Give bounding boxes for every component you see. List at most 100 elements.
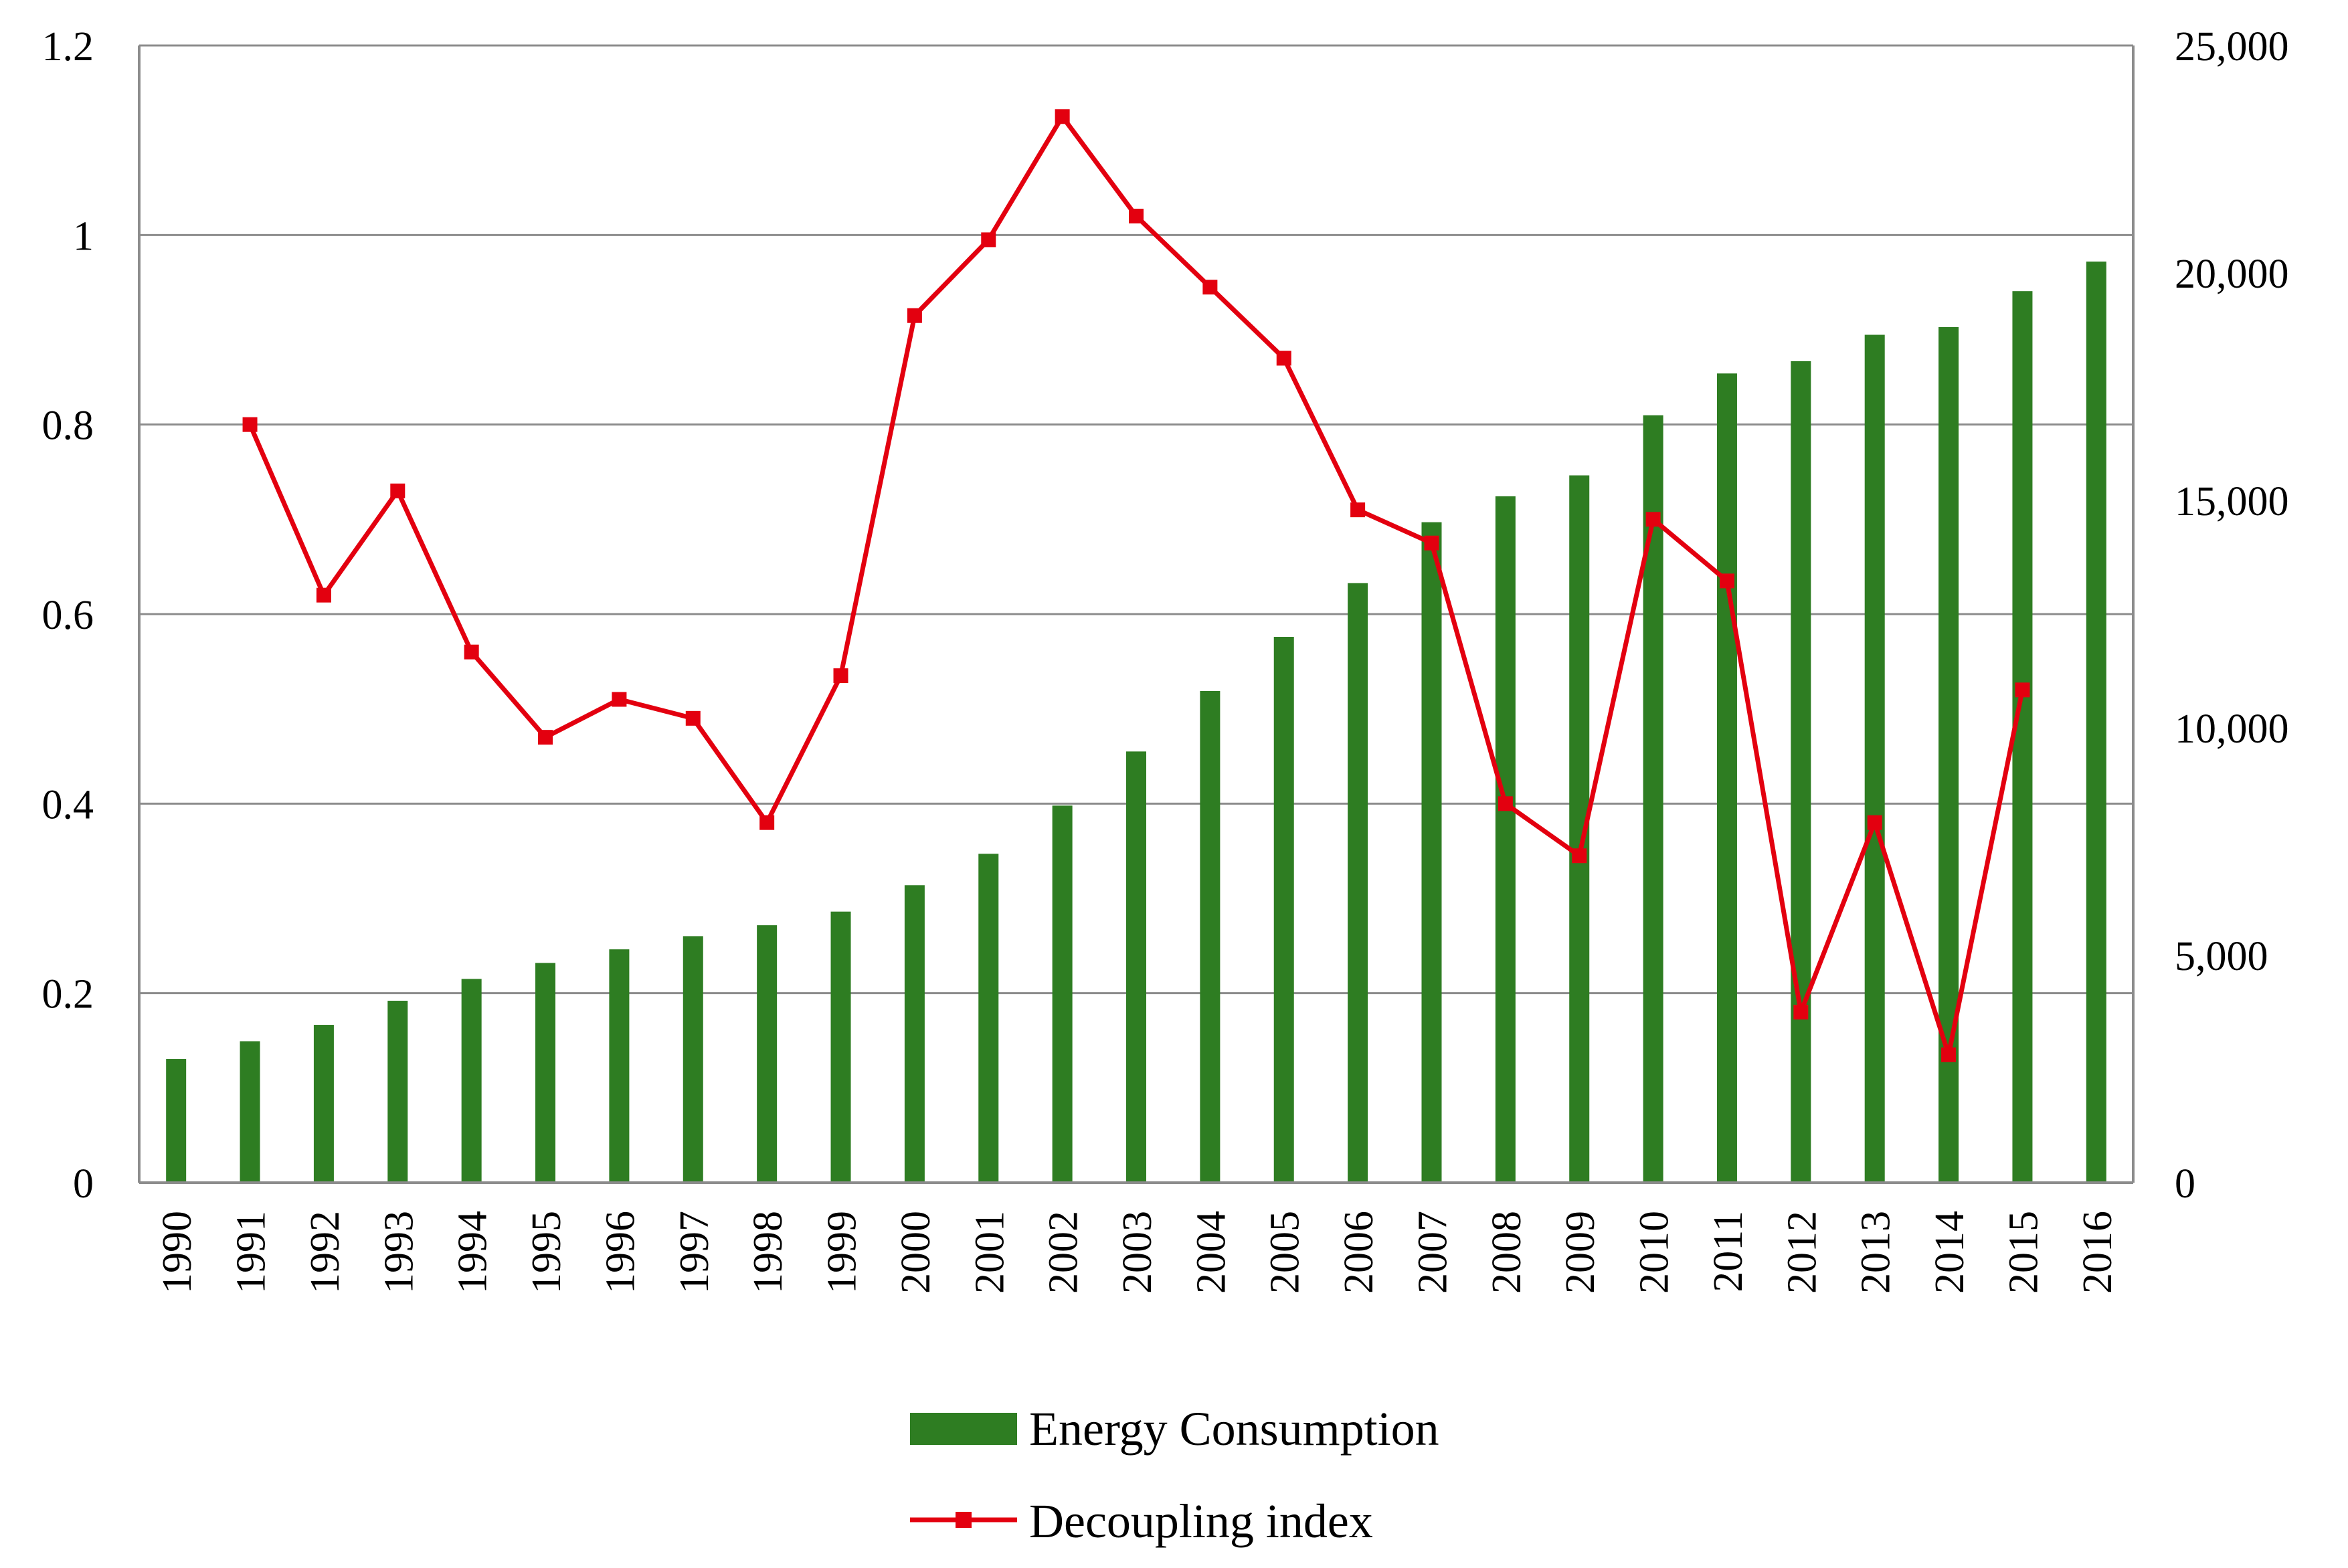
point-2004 [1202, 280, 1218, 295]
bar-1996 [609, 949, 630, 1183]
legend-swatch-energy-consumption [910, 1413, 1017, 1445]
bar-2010 [1643, 415, 1663, 1183]
point-1996 [612, 692, 627, 707]
x-tick-label-2005: 2005 [1263, 1211, 1308, 1294]
legend-swatch-decoupling-marker [956, 1512, 972, 1528]
point-2013 [1867, 815, 1882, 830]
bar-2008 [1495, 496, 1516, 1183]
point-2012 [1793, 1005, 1809, 1019]
x-tick-label-2001: 2001 [967, 1211, 1012, 1294]
left-axis-ticks: 0 0.2 0.4 0.6 0.8 1 1.2 [42, 24, 94, 1207]
point-1992 [316, 587, 331, 603]
point-2005 [1276, 351, 1291, 366]
point-2011 [1719, 573, 1734, 589]
point-2014 [1941, 1047, 1957, 1062]
right-tick-label: 25,000 [2175, 24, 2289, 70]
right-tick-label: 5,000 [2175, 934, 2268, 979]
x-tick-label-2006: 2006 [1336, 1211, 1382, 1294]
x-tick-label-2009: 2009 [1558, 1211, 1603, 1294]
bar-1994 [461, 979, 482, 1183]
bar-1997 [683, 936, 703, 1183]
x-tick-label-1993: 1993 [376, 1211, 422, 1294]
bar-2005 [1273, 637, 1294, 1183]
x-tick-label-2002: 2002 [1041, 1211, 1087, 1294]
x-tick-label-2007: 2007 [1410, 1211, 1455, 1294]
left-tick-label: 1.2 [42, 24, 94, 70]
bar-2007 [1421, 522, 1442, 1183]
x-tick-label-2000: 2000 [893, 1211, 939, 1294]
bar-1999 [830, 911, 851, 1183]
bar-2001 [978, 854, 999, 1183]
x-tick-label-2016: 2016 [2075, 1211, 2120, 1294]
x-tick-label-2004: 2004 [1188, 1211, 1234, 1294]
legend: Energy Consumption Decoupling index [910, 1402, 1439, 1548]
bar-2016 [2086, 262, 2106, 1183]
x-tick-label-1992: 1992 [302, 1211, 348, 1294]
x-tick-label-1996: 1996 [598, 1211, 643, 1294]
x-axis-ticks: 1990 1991 1992 1993 1994 1995 1996 1997 1998 1999… [155, 1211, 2120, 1294]
point-2009 [1572, 848, 1587, 864]
x-tick-label-2011: 2011 [1706, 1211, 1751, 1292]
x-tick-label-2012: 2012 [1779, 1211, 1825, 1294]
right-axis-ticks: 0 5,000 10,000 15,000 20,000 25,000 [2175, 24, 2289, 1207]
bar-1991 [240, 1041, 260, 1183]
x-tick-label-1990: 1990 [155, 1211, 200, 1294]
x-tick-label-1997: 1997 [672, 1211, 717, 1294]
point-2003 [1129, 209, 1144, 223]
point-1991 [242, 417, 258, 432]
legend-label-decoupling-index: Decoupling index [1029, 1494, 1373, 1548]
bar-2015 [2012, 291, 2033, 1183]
left-tick-label: 1 [73, 213, 94, 259]
right-tick-label: 20,000 [2175, 252, 2289, 297]
bar-2004 [1200, 690, 1221, 1183]
point-1995 [538, 730, 553, 745]
x-tick-label-2013: 2013 [1854, 1211, 1899, 1294]
bar-1990 [166, 1059, 187, 1183]
right-tick-label: 0 [2175, 1161, 2195, 1207]
point-2015 [2015, 682, 2030, 698]
point-1994 [464, 644, 479, 660]
point-2006 [1350, 502, 1366, 518]
point-2001 [981, 232, 996, 248]
bar-2011 [1716, 373, 1737, 1183]
x-tick-label-1998: 1998 [745, 1211, 791, 1294]
point-1997 [685, 710, 701, 726]
left-tick-label: 0.6 [42, 593, 94, 638]
x-tick-label-2015: 2015 [2001, 1211, 2046, 1294]
legend-label-energy-consumption: Energy Consumption [1029, 1402, 1439, 1456]
point-1993 [390, 483, 405, 498]
left-tick-label: 0.2 [42, 972, 94, 1017]
axes [138, 45, 2135, 1184]
right-tick-label: 15,000 [2175, 479, 2289, 524]
left-tick-label: 0.8 [42, 403, 94, 449]
x-tick-label-2008: 2008 [1484, 1211, 1530, 1294]
point-2010 [1645, 512, 1661, 527]
left-tick-label: 0 [73, 1161, 94, 1207]
point-1998 [759, 815, 775, 830]
bar-2012 [1791, 361, 1811, 1183]
left-tick-label: 0.4 [42, 782, 94, 827]
x-tick-label-1999: 1999 [820, 1211, 865, 1294]
x-tick-label-1995: 1995 [524, 1211, 569, 1294]
point-2008 [1498, 796, 1513, 811]
point-1999 [833, 668, 848, 684]
point-2002 [1055, 109, 1070, 124]
x-tick-label-2014: 2014 [1927, 1211, 1973, 1294]
decoupling-index-series [242, 109, 2030, 1062]
right-tick-label: 10,000 [2175, 706, 2289, 752]
x-tick-label-1994: 1994 [450, 1211, 496, 1294]
bar-2000 [904, 885, 925, 1183]
bar-2006 [1348, 583, 1368, 1183]
x-tick-label-1991: 1991 [229, 1211, 274, 1294]
bar-2002 [1052, 805, 1073, 1183]
bar-2013 [1864, 334, 1885, 1183]
x-tick-label-2010: 2010 [1632, 1211, 1678, 1294]
bar-1992 [313, 1025, 334, 1183]
bar-1995 [535, 963, 556, 1183]
bar-2003 [1126, 751, 1146, 1183]
bar-1998 [757, 925, 778, 1183]
point-2000 [907, 308, 922, 323]
x-tick-label-2003: 2003 [1115, 1211, 1160, 1294]
point-2007 [1424, 535, 1439, 551]
